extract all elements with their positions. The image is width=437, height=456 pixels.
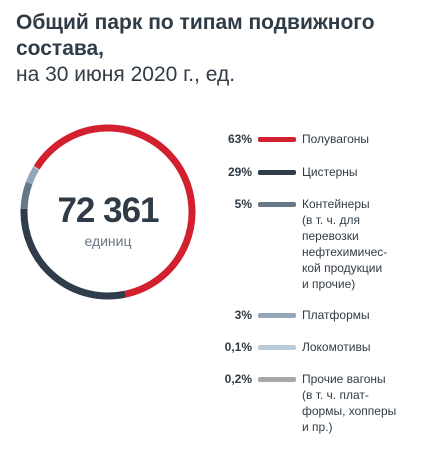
chart-title: Общий парк по типам подвижного состава,	[16, 11, 375, 60]
legend-percent: 5%	[234, 197, 252, 211]
donut-slice-1	[20, 208, 127, 300]
donut-slice-3	[25, 167, 39, 185]
legend-percent: 63%	[227, 132, 252, 146]
legend-label: Контейнеры (в т. ч. для перевозки нефтех…	[302, 197, 388, 291]
legend-label: Платформы	[302, 308, 370, 322]
legend-percent: 0,2%	[224, 372, 252, 386]
legend-percent: 0,1%	[224, 340, 252, 354]
legend-label: Полувагоны	[302, 132, 369, 146]
total-unit-label: единиц	[84, 233, 132, 249]
legend-percent: 29%	[227, 165, 252, 179]
legend-swatch	[258, 313, 296, 318]
legend-percent: 3%	[234, 308, 252, 322]
legend-swatch	[258, 170, 296, 175]
chart-header: Общий парк по типам подвижного состава, …	[16, 10, 431, 88]
chart-subtitle: на 30 июня 2020 г., ед.	[16, 63, 236, 86]
donut-chart	[20, 124, 196, 300]
legend-label: Прочие вагоны (в т. ч. плат- формы, хопп…	[302, 372, 397, 434]
chart-legend: 63% Полувагоны 29% Цистерны 5% Контейнер…	[210, 0, 437, 456]
donut-slice-5	[33, 165, 40, 171]
legend-swatch	[258, 137, 296, 142]
legend-swatch	[258, 345, 296, 350]
legend-label: Цистерны	[302, 165, 358, 179]
donut-slice-2	[20, 181, 33, 210]
total-value: 72 361	[57, 191, 159, 230]
legend-swatch	[258, 202, 296, 207]
legend-label: Локомотивы	[302, 340, 371, 354]
legend-swatch	[258, 377, 296, 382]
donut-slice-0	[33, 124, 196, 298]
